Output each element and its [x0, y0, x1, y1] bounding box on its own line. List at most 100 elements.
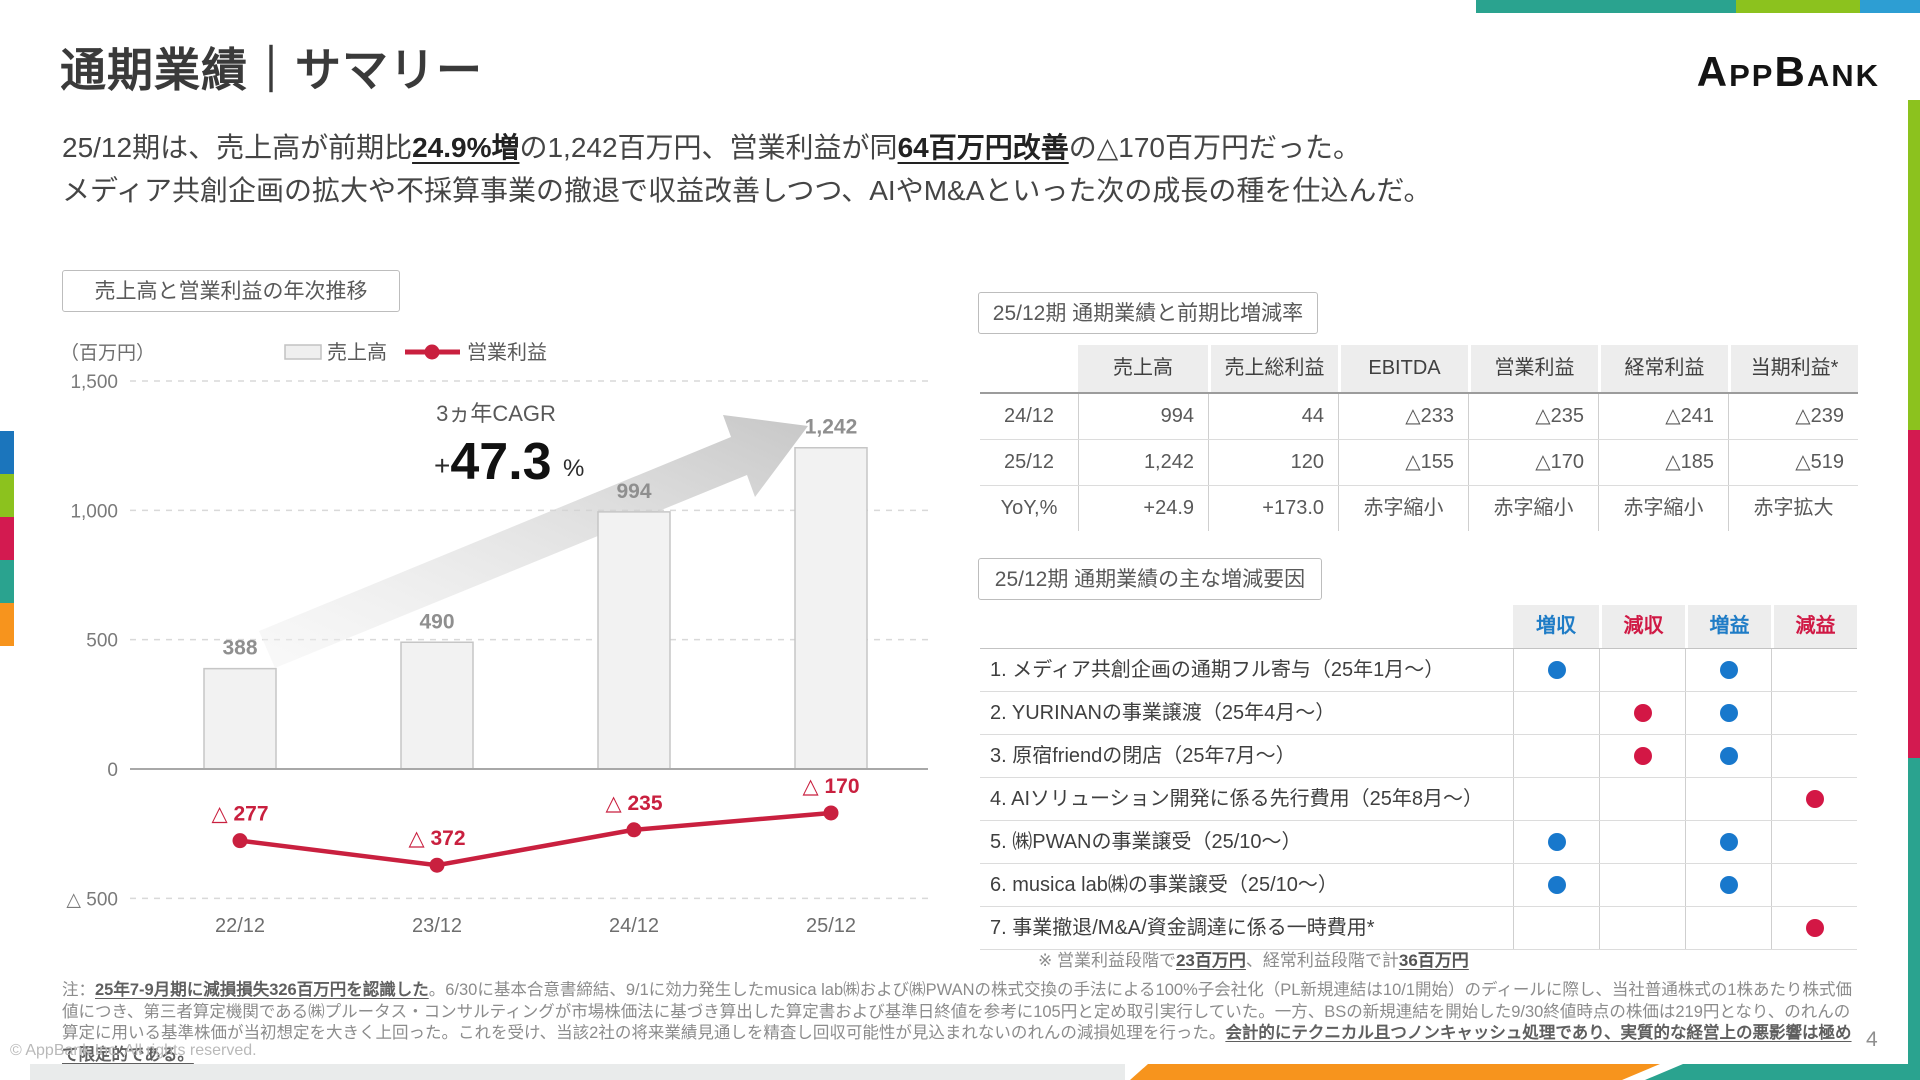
- full-year-results-table: 売上高 売上総利益 EBITDA 営業利益 経常利益 当期利益* 24/12 994 44 △23…: [980, 345, 1858, 531]
- table-corner-cell: [980, 345, 1078, 392]
- factor-dot-cell: [1513, 649, 1599, 691]
- logo-letters: PP: [1729, 58, 1775, 93]
- factor-dot-cell: [1513, 907, 1599, 949]
- value-cell: △235: [1468, 394, 1598, 439]
- factor-dot-blue: [1719, 876, 1738, 894]
- y-tick-label: △ 500: [66, 889, 118, 910]
- left-accent-green: [0, 474, 14, 517]
- left-accent-teal: [0, 560, 14, 603]
- y-axis-unit-label: （百万円）: [60, 342, 155, 364]
- right-accent-green: [1908, 100, 1920, 430]
- legend-bar-label: 売上高: [327, 341, 387, 364]
- factor-dot-cell: [1599, 735, 1685, 777]
- summary-line-1: 25/12期は、売上高が前期比24.9%増の1,242百万円、営業利益が同64百…: [62, 132, 1361, 163]
- results-table-panel-title: 25/12期 通期業績と前期比増減率: [978, 292, 1318, 334]
- factor-dot-blue: [1719, 747, 1738, 765]
- row-label: 25/12: [1003, 451, 1055, 473]
- column-header: 営業利益: [1468, 345, 1598, 392]
- factor-row: 6. musica lab㈱の事業譲受（25/10～）: [980, 864, 1857, 907]
- factor-label: 2. YURINANの事業譲渡（25年4月～）: [990, 702, 1336, 724]
- bar-value-label: 994: [616, 480, 651, 503]
- y-tick-label: 1,500: [70, 372, 118, 393]
- factor-dot-cell: [1599, 778, 1685, 820]
- value-cell: +173.0: [1208, 486, 1338, 531]
- table-row: 24/12 994 44 △233 △235 △241 △239: [980, 394, 1858, 440]
- top-accent-green-bar: [1736, 0, 1860, 13]
- factor-dot-cell: [1771, 907, 1857, 949]
- revenue-bar: [203, 667, 277, 770]
- value-cell: 赤字縮小: [1338, 486, 1468, 531]
- growth-arrow: [259, 415, 808, 668]
- cagr-label: 3ヵ年CAGR: [436, 401, 556, 426]
- line-value-label: △ 372: [408, 827, 465, 850]
- factor-dot-cell: [1513, 778, 1599, 820]
- factor-dot-cell: [1771, 778, 1857, 820]
- value-cell: 赤字縮小: [1468, 486, 1598, 531]
- sales-operating-profit-chart: （百万円） 売上高 営業利益 1,500 1,000 500 0 △ 500 3ヵ年CA…: [60, 341, 928, 937]
- factor-dot-cell: [1685, 907, 1771, 949]
- column-header: 売上総利益: [1208, 345, 1338, 392]
- value-cell: △519: [1728, 440, 1858, 485]
- value-cell: 120: [1208, 440, 1338, 485]
- factor-dot-blue: [1719, 661, 1738, 679]
- factor-column-header: 減収: [1599, 605, 1685, 648]
- left-accent-orange: [0, 603, 14, 646]
- table-row: YoY,% +24.9 +173.0 赤字縮小 赤字縮小 赤字縮小 赤字拡大: [980, 486, 1858, 531]
- factor-row: 7. 事業撤退/M&A/資金調達に係る一時費用*: [980, 907, 1857, 950]
- line-marker: [626, 822, 642, 838]
- column-header: EBITDA: [1338, 345, 1468, 392]
- note-prefix: 注：: [62, 981, 95, 999]
- factor-dot-red: [1805, 790, 1824, 808]
- line-marker: [429, 857, 445, 873]
- logo-letters: ANK: [1806, 58, 1880, 93]
- factor-dot-cell: [1685, 821, 1771, 863]
- table-header-row: 売上高 売上総利益 EBITDA 営業利益 経常利益 当期利益*: [980, 345, 1858, 394]
- page-title: 通期業績｜サマリー: [60, 44, 483, 96]
- factors-header-row: 増収 減収 増益 減益: [980, 605, 1857, 649]
- note-underline-1: 25年7-9月期に減損損失326百万円を認識した: [95, 981, 429, 999]
- factors-panel-title: 25/12期 通期業績の主な増減要因: [978, 558, 1322, 600]
- factor-row: 3. 原宿friendの閉店（25年7月～）: [980, 735, 1857, 778]
- line-value-label: △ 170: [802, 775, 859, 798]
- factor-dot-cell: [1685, 735, 1771, 777]
- bottom-gray-band: [30, 1064, 1125, 1080]
- value-cell: 赤字縮小: [1598, 486, 1728, 531]
- factor-column-header: 増収: [1513, 605, 1599, 648]
- top-accent-teal-bar: [1476, 0, 1736, 13]
- value-cell: △233: [1338, 394, 1468, 439]
- column-header: 経常利益: [1598, 345, 1728, 392]
- bottom-teal-band: [1645, 1064, 1920, 1080]
- x-tick-label: 22/12: [215, 915, 265, 937]
- logo-letter: A: [1696, 48, 1730, 95]
- impairment-notes: 注：25年7-9月期に減損損失326百万円を認識した。6/30に基本合意書締結、…: [62, 980, 1862, 1066]
- factor-dot-cell: [1599, 864, 1685, 906]
- chart-legend: 売上高 営業利益: [284, 341, 547, 364]
- factor-label: 5. ㈱PWANの事業譲受（25/10～）: [990, 831, 1302, 853]
- column-header: 当期利益*: [1728, 345, 1858, 392]
- revenue-bar: [597, 511, 671, 770]
- factor-dot-red: [1633, 747, 1652, 765]
- factor-row: 4. AIソリューション開発に係る先行費用（25年8月～）: [980, 778, 1857, 821]
- column-header: 売上高: [1078, 345, 1208, 392]
- factor-row: 1. メディア共創企画の通期フル寄与（25年1月～）: [980, 649, 1857, 692]
- factor-label: 7. 事業撤退/M&A/資金調達に係る一時費用*: [990, 917, 1375, 939]
- factor-column-header: 減益: [1771, 605, 1857, 648]
- factor-dot-cell: [1685, 778, 1771, 820]
- highlight-sales-growth: 24.9%増: [412, 132, 520, 163]
- x-tick-label: 24/12: [609, 915, 659, 937]
- factor-dot-red: [1633, 704, 1652, 722]
- cagr-value: 47.3: [450, 433, 551, 491]
- factor-dot-blue: [1547, 876, 1566, 894]
- summary-text: 25/12期は、売上高が前期比24.9%増の1,242百万円、営業利益が同64百…: [62, 126, 1762, 212]
- bottom-orange-band: [1130, 1064, 1660, 1080]
- factor-dot-blue: [1547, 661, 1566, 679]
- revenue-bar: [400, 641, 474, 770]
- right-accent-crimson: [1908, 430, 1920, 758]
- line-marker: [232, 833, 248, 849]
- y-tick-label: 1,000: [70, 501, 118, 522]
- bar-value-label: 1,242: [805, 416, 858, 439]
- factors-footnote: ※ 営業利益段階で23百万円、経常利益段階で計36百万円: [1038, 951, 1469, 970]
- factor-dot-cell: [1771, 864, 1857, 906]
- factor-dot-cell: [1513, 864, 1599, 906]
- factor-dot-cell: [1685, 649, 1771, 691]
